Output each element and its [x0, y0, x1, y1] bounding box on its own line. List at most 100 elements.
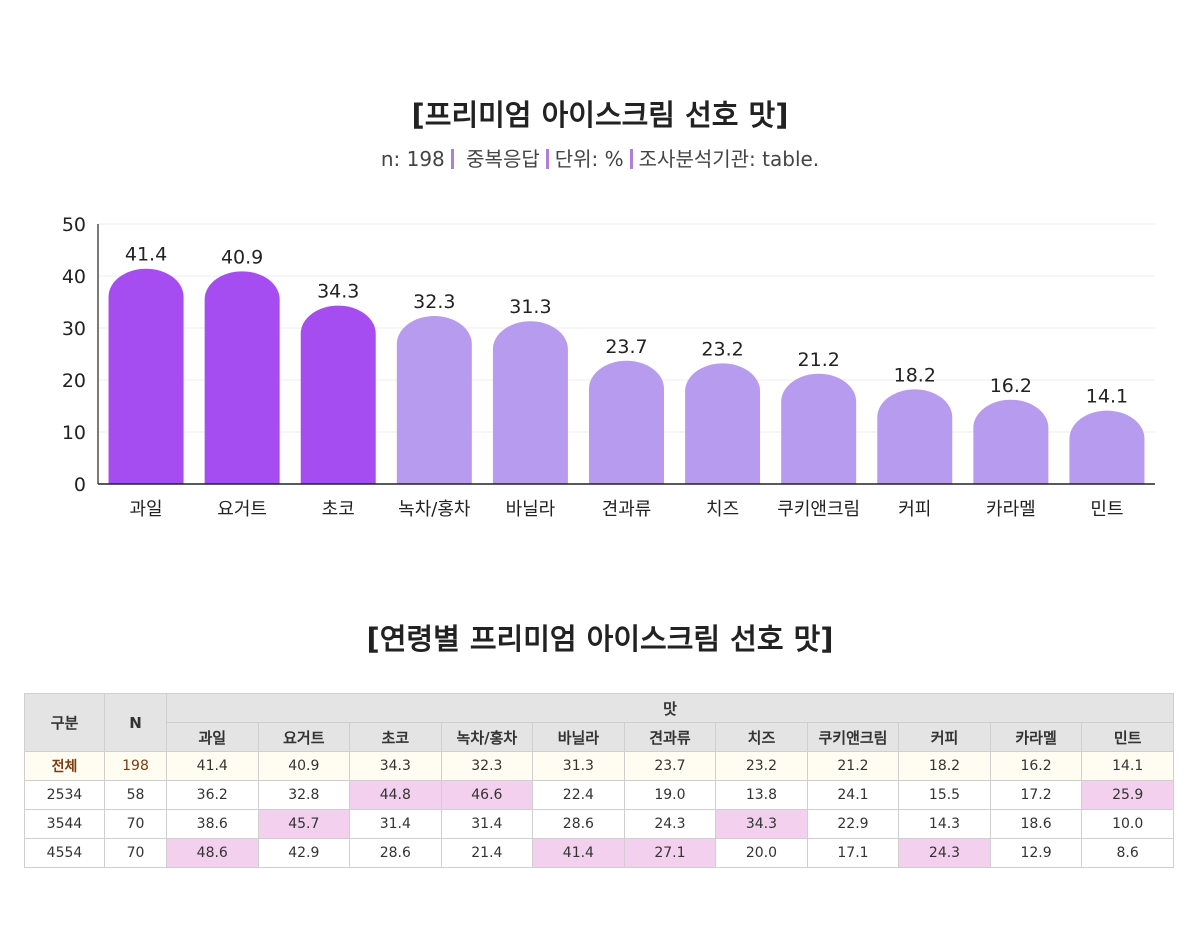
table-cell: 23.7 [623, 751, 717, 781]
bar [396, 316, 472, 484]
subtitle-n: n: 198 [380, 147, 445, 171]
bar [204, 271, 280, 484]
data-label: 40.9 [221, 246, 263, 268]
subtitle-unit: 단위: % [554, 147, 624, 171]
table-cell: 42.9 [257, 838, 351, 868]
table-cell: 8.6 [1081, 838, 1174, 868]
table-cell: 19.0 [623, 780, 717, 810]
separator [545, 149, 549, 169]
column-header: 과일 [166, 722, 259, 752]
x-tick-label: 쿠키앤크림 [777, 499, 860, 520]
row-label: 2534 [24, 780, 105, 810]
table-cell: 45.7 [257, 809, 351, 839]
table-cell: 23.2 [715, 751, 808, 781]
table-cell: 48.6 [166, 838, 259, 868]
y-tick-label: 30 [62, 318, 86, 340]
table-cell: 44.8 [349, 780, 442, 810]
table-cell: 24.3 [623, 809, 717, 839]
x-tick-label: 요거트 [217, 499, 267, 520]
table-row: 전체 198 41.4 40.9 34.3 32.3 31.3 23.7 23.2 21.2 18.… [24, 751, 1174, 781]
x-tick-label: 커피 [898, 499, 931, 520]
age-table-wrapper: 구분 N 맛 과일 요거트 초코 녹차/홍차 바닐라 견과류 치즈 쿠키앤크림 커피 카라멜 민트 전체 1… [24, 693, 1174, 868]
data-label: 23.2 [701, 338, 743, 360]
bar [492, 321, 568, 484]
row-n: 58 [104, 780, 167, 810]
x-tick-label: 과일 [129, 499, 162, 520]
table-cell: 14.1 [1081, 751, 1174, 781]
data-label: 21.2 [798, 349, 840, 371]
age-preference-table: 구분 N 맛 과일 요거트 초코 녹차/홍차 바닐라 견과류 치즈 쿠키앤크림 커피 카라멜 민트 전체 1… [24, 693, 1174, 868]
table-cell: 36.2 [166, 780, 259, 810]
x-tick-label: 녹차/홍차 [398, 499, 471, 520]
y-tick-label: 40 [62, 266, 86, 288]
bar [781, 373, 857, 484]
row-label: 4554 [24, 838, 105, 868]
x-tick-label: 견과류 [602, 499, 652, 520]
data-label: 23.7 [605, 336, 647, 358]
y-tick-label: 10 [62, 422, 86, 444]
table-cell: 31.3 [532, 751, 625, 781]
table-cell: 22.4 [532, 780, 625, 810]
table-cell: 41.4 [166, 751, 259, 781]
table-cell: 34.3 [349, 751, 442, 781]
table-cell: 31.4 [349, 809, 442, 839]
column-header: 요거트 [257, 722, 351, 752]
data-label: 32.3 [413, 291, 455, 313]
header-n: N [104, 693, 167, 752]
table-row: 4554 70 48.6 42.9 28.6 21.4 41.4 27.1 20.0 17.1 24… [24, 838, 1174, 868]
column-header: 바닐라 [532, 722, 625, 752]
header-row: 구분 N 맛 [24, 693, 1174, 752]
table-cell: 20.0 [715, 838, 808, 868]
table-cell: 18.6 [989, 809, 1083, 839]
data-label: 31.3 [509, 296, 551, 318]
chart-title: [프리미엄 아이스크림 선호 맛] [411, 98, 789, 132]
x-tick-label: 민트 [1090, 499, 1123, 520]
data-label: 16.2 [990, 375, 1032, 397]
table-cell: 21.4 [440, 838, 534, 868]
table-cell: 12.9 [989, 838, 1083, 868]
data-label: 14.1 [1086, 386, 1128, 408]
x-tick-label: 초코 [322, 499, 355, 520]
header-taste: 맛 [166, 693, 1174, 723]
bar [1069, 410, 1145, 484]
table-cell: 41.4 [532, 838, 625, 868]
row-n: 70 [104, 809, 167, 839]
bar [108, 268, 184, 484]
data-label: 41.4 [125, 244, 167, 266]
table-cell: 24.3 [898, 838, 991, 868]
column-header: 쿠키앤크림 [806, 722, 900, 752]
separator [450, 149, 454, 169]
table-cell: 21.2 [806, 751, 900, 781]
subtitle-multi: 중복응답 [466, 147, 540, 171]
table-cell: 22.9 [806, 809, 900, 839]
column-header: 치즈 [715, 722, 808, 752]
column-header: 초코 [349, 722, 442, 752]
table-cell: 40.9 [257, 751, 351, 781]
table-cell: 17.2 [989, 780, 1083, 810]
table-cell: 18.2 [898, 751, 991, 781]
table-cell: 31.4 [440, 809, 534, 839]
table-cell: 13.8 [715, 780, 808, 810]
chart-subtitle: n: 198 중복응답 단위: % 조사분석기관: table. [0, 143, 1200, 172]
y-tick-label: 50 [62, 214, 86, 236]
table-cell: 28.6 [349, 838, 442, 868]
table-cell: 34.3 [715, 809, 808, 839]
column-header: 견과류 [623, 722, 717, 752]
data-label: 18.2 [894, 364, 936, 386]
bar [973, 399, 1049, 484]
table-cell: 46.6 [440, 780, 534, 810]
table-cell: 25.9 [1081, 780, 1174, 810]
table-cell: 27.1 [623, 838, 717, 868]
column-header: 커피 [898, 722, 991, 752]
row-label: 전체 [24, 751, 105, 781]
x-tick-label: 카라멜 [986, 499, 1036, 520]
bar [589, 360, 664, 484]
table-row: 3544 70 38.6 45.7 31.4 31.4 28.6 24.3 34.3 22.9 14… [24, 809, 1174, 839]
table-cell: 14.3 [898, 809, 991, 839]
table-cell: 28.6 [532, 809, 625, 839]
bar [300, 305, 376, 484]
header-row: 과일 요거트 초코 녹차/홍차 바닐라 견과류 치즈 쿠키앤크림 커피 카라멜 민트 [25, 722, 1174, 752]
row-n: 198 [104, 751, 167, 781]
subtitle-source: 조사분석기관: table. [638, 147, 820, 171]
table-cell: 32.8 [257, 780, 351, 810]
